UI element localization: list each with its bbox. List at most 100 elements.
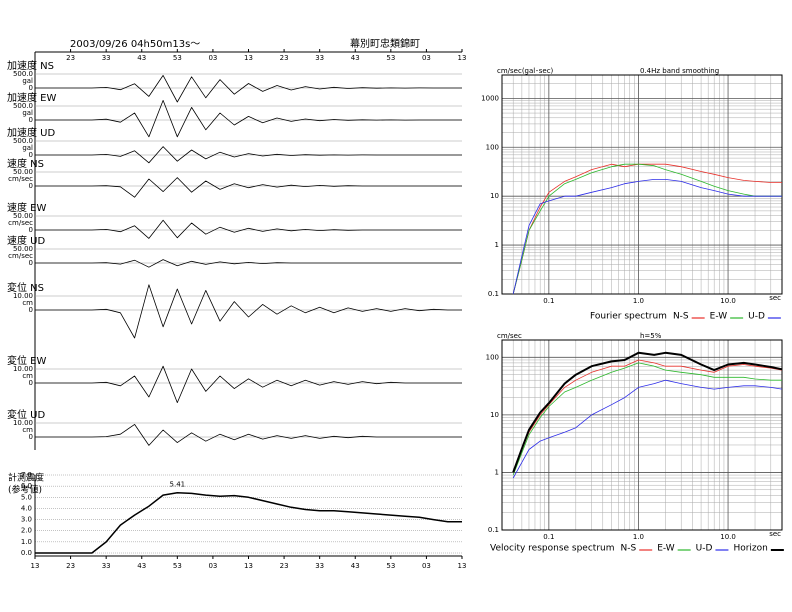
trace-label: 速度 EW [7, 201, 46, 214]
x-tick-label: 13 [244, 562, 253, 570]
legend-label: U-D [748, 312, 765, 322]
waveform [35, 146, 462, 164]
x-axis-label: sec [769, 294, 781, 302]
y-tick-label: 0.0 [21, 549, 32, 557]
plot-frame [501, 339, 783, 531]
y-tick-label: 6.0 [21, 482, 32, 490]
y-tick-label: 50.00 [13, 168, 33, 176]
spectrum-line [512, 179, 782, 295]
unit-label: cm/sec [8, 252, 33, 260]
x-tick-label: 53 [386, 54, 395, 62]
y-axis-label: cm/sec(gal･sec) [497, 67, 554, 75]
y-tick-label: 1.0 [21, 538, 32, 546]
legend-label: N-S [673, 312, 689, 322]
y-tick-label: 1000 [481, 94, 499, 102]
x-tick-label: 1.0 [633, 297, 644, 305]
trace-label: 速度 UD [7, 234, 45, 247]
legend-title: Velocity response spectrum [490, 544, 615, 554]
x-tick-label: 03 [422, 562, 431, 570]
y-tick-label: 10.00 [13, 365, 33, 373]
y-tick-label: 0 [29, 259, 33, 267]
y-tick-label: 500.0 [13, 102, 33, 110]
legend-label: E-W [657, 544, 675, 554]
y-tick-label: 10.00 [13, 419, 33, 427]
y-tick-label: 100 [486, 143, 499, 151]
y-tick-label: 0 [29, 151, 33, 159]
y-tick-label: 10 [490, 411, 499, 419]
waveform [35, 100, 462, 138]
waveform [35, 284, 462, 339]
waveform [35, 424, 462, 446]
plot-frame [501, 74, 783, 295]
spectrum-line [512, 163, 782, 295]
legend-label: Horizon [733, 544, 767, 554]
title: 2003/09/26 04h50m13s～ [70, 39, 200, 50]
waveform [35, 177, 462, 198]
waveform [35, 75, 462, 103]
x-tick-label: 03 [208, 562, 217, 570]
y-tick-label: 5.0 [21, 493, 32, 501]
y-tick-label: 0 [29, 182, 33, 190]
y-tick-label: 2.0 [21, 527, 32, 535]
x-tick-label: 43 [351, 54, 360, 62]
trace-label: 加速度 UD [7, 126, 55, 139]
legend-label: U-D [696, 544, 713, 554]
legend-title: Fourier spectrum [590, 312, 667, 322]
legend-label: N-S [621, 544, 637, 554]
x-tick-label: 13 [458, 54, 467, 62]
y-tick-label: 10.00 [13, 292, 33, 300]
spectrum-line [512, 359, 783, 473]
y-tick-label: 10 [490, 192, 499, 200]
trace-label: 変位 UD [7, 408, 45, 421]
unit-label: cm [22, 372, 33, 380]
x-tick-label: 33 [102, 562, 111, 570]
x-tick-label: 33 [315, 562, 324, 570]
spectrum-line [512, 362, 782, 476]
waveform [35, 365, 462, 403]
y-tick-label: 0 [29, 116, 33, 124]
x-tick-label: 1.0 [633, 533, 644, 541]
y-tick-label: 500.0 [13, 70, 33, 78]
y-tick-label: 0 [29, 84, 33, 92]
waveform [35, 259, 462, 268]
y-tick-label: 0 [29, 433, 33, 441]
unit-label: cm/sec [8, 219, 33, 227]
location: 幕別町忠類錦町 [350, 37, 420, 50]
unit-label: gal [22, 144, 33, 152]
waveform [35, 219, 462, 239]
x-tick-label: 03 [422, 54, 431, 62]
spectrum-line [512, 379, 783, 479]
subtitle: 0.4Hz band smoothing [640, 67, 719, 75]
y-tick-label: 0 [29, 306, 33, 314]
y-tick-label: 100 [486, 353, 499, 361]
x-tick-label: 13 [244, 54, 253, 62]
y-tick-label: 1 [495, 241, 499, 249]
x-tick-label: 13 [31, 562, 40, 570]
trace-label: 速度 NS [7, 157, 44, 170]
spectrum-line [512, 351, 783, 473]
x-tick-label: 33 [315, 54, 324, 62]
y-tick-label: 50.00 [13, 245, 33, 253]
y-tick-label: 4.0 [21, 504, 32, 512]
y-tick-label: 0.1 [488, 526, 499, 534]
trace-label: 加速度 NS [7, 59, 54, 72]
y-tick-label: 3.0 [21, 516, 32, 524]
x-tick-label: 03 [208, 54, 217, 62]
x-tick-label: 53 [173, 562, 182, 570]
trace-label: 変位 EW [7, 354, 46, 367]
y-tick-label: 0 [29, 379, 33, 387]
trace-label: 変位 NS [7, 281, 44, 294]
x-tick-label: 23 [66, 54, 75, 62]
x-tick-label: 43 [351, 562, 360, 570]
x-tick-label: 53 [173, 54, 182, 62]
subtitle: h=5% [640, 332, 662, 340]
x-tick-label: 0.1 [543, 297, 554, 305]
x-tick-label: 23 [280, 54, 289, 62]
unit-label: gal [22, 77, 33, 85]
y-tick-label: 1 [495, 468, 499, 476]
x-tick-label: 53 [386, 562, 395, 570]
x-tick-label: 10.0 [720, 533, 736, 541]
x-tick-label: 23 [66, 562, 75, 570]
y-axis-label: cm/sec [497, 332, 522, 340]
